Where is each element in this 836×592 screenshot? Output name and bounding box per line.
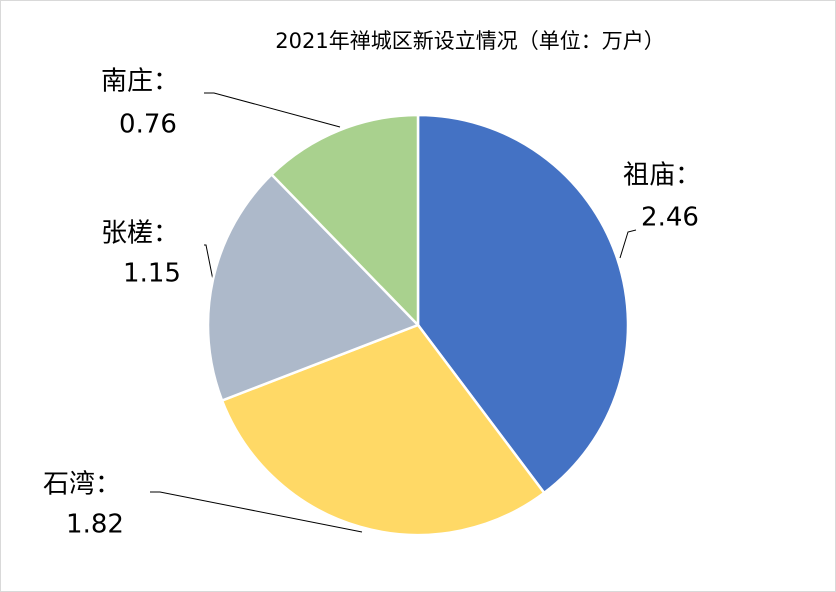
slice-label: 祖庙： <box>623 161 701 191</box>
leader-line <box>204 92 341 128</box>
leader-line <box>204 244 214 281</box>
slice-label: 石湾： <box>43 470 121 500</box>
slice-value: 0.76 <box>119 110 177 140</box>
pie-slice <box>220 323 546 537</box>
pie-slice <box>269 113 420 329</box>
leader-line <box>150 491 363 533</box>
slice-value: 1.82 <box>66 510 124 540</box>
leader-line <box>619 229 637 259</box>
slice-value: 1.15 <box>123 259 181 289</box>
chart-title: 2021年禅城区新设立情况（单位：万户） <box>275 29 664 53</box>
pie-slice <box>206 172 421 403</box>
slice-value: 2.46 <box>641 203 699 233</box>
slice-label: 南庄： <box>101 67 179 97</box>
leader-lines <box>150 92 637 533</box>
pie-slice <box>416 113 630 495</box>
slice-label: 张槎： <box>101 219 179 249</box>
